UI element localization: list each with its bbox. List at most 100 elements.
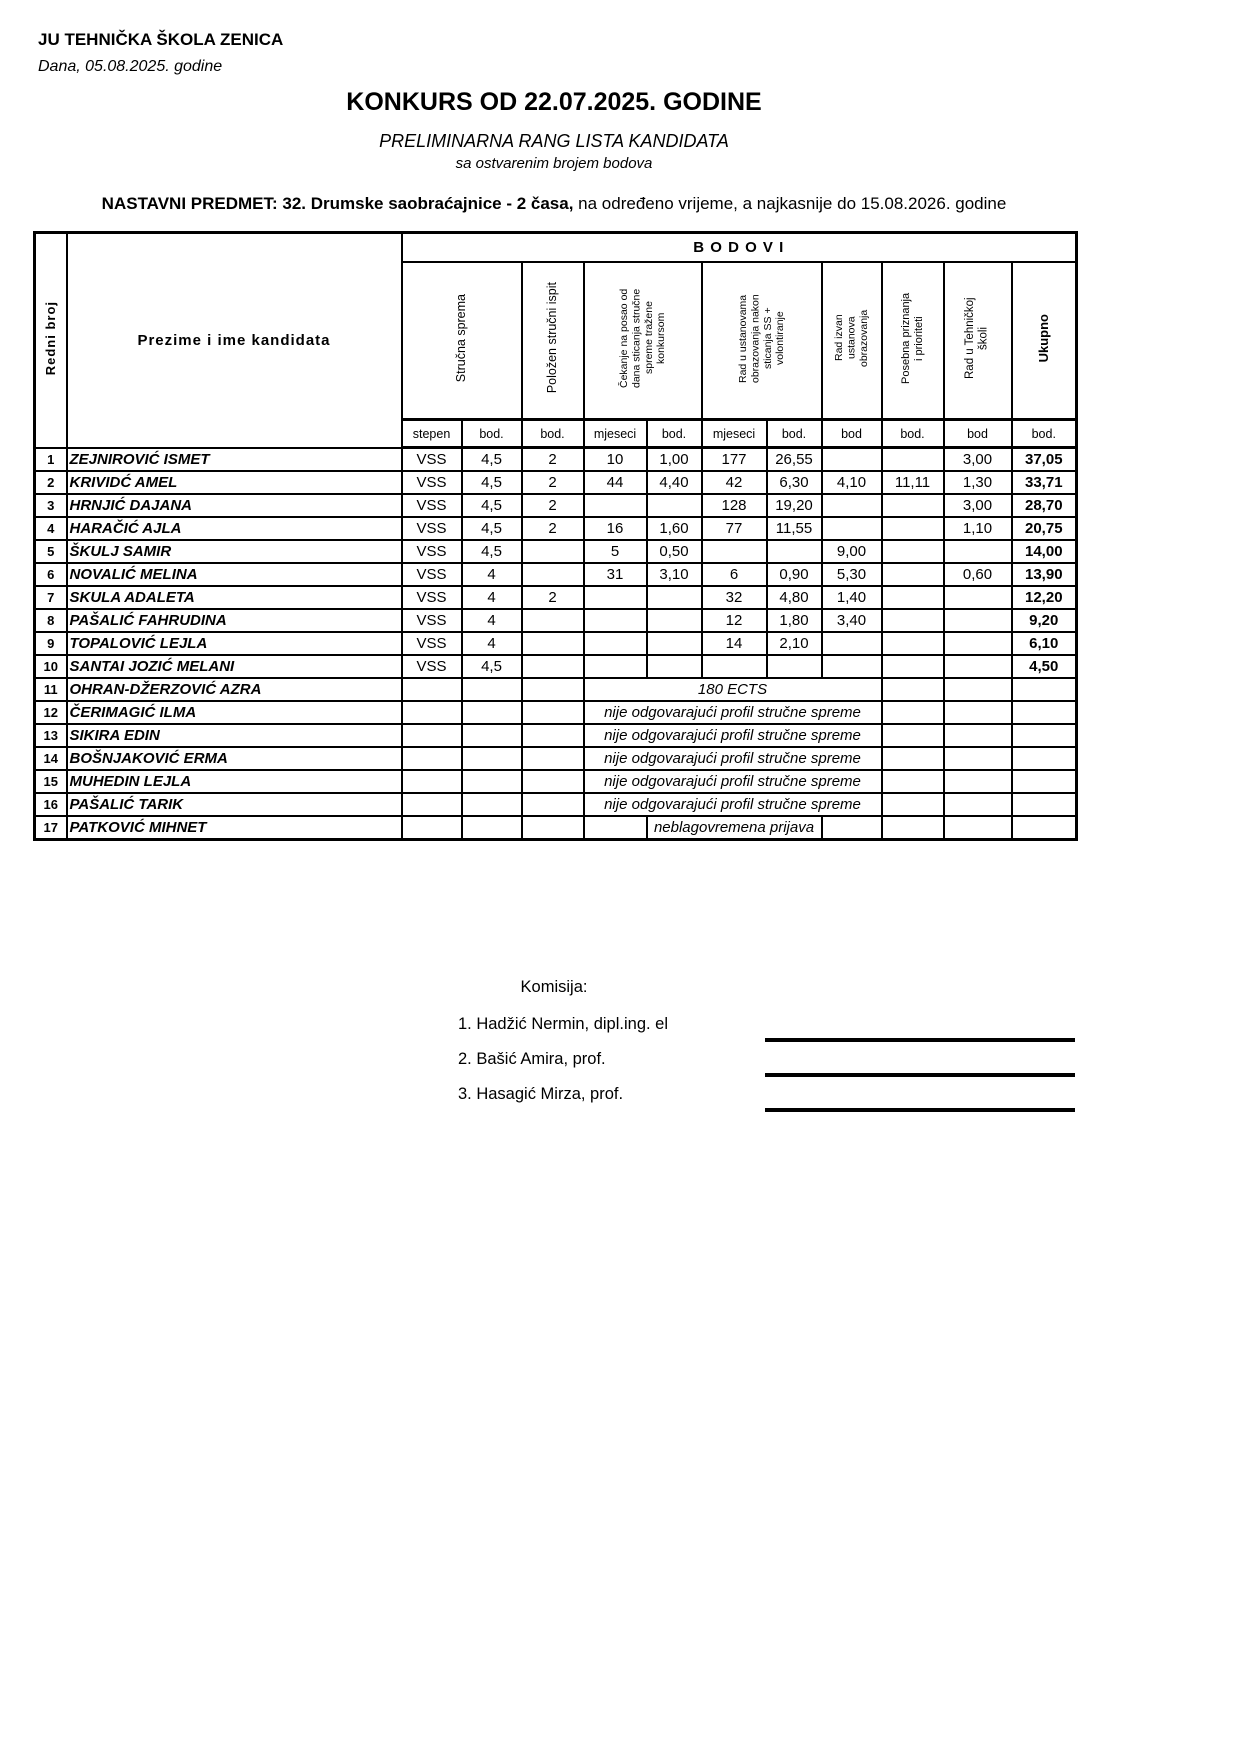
row-number-cell: 16: [33, 791, 68, 817]
score-cell: 19,20: [765, 492, 823, 518]
score-cell: [880, 745, 945, 771]
candidate-name-cell: MUHEDIN LEJLA: [65, 768, 403, 794]
document-content: JU TEHNIČKA ŠKOLA ZENICA Dana, 05.08.202…: [33, 0, 1079, 1112]
group-label: Rad u Tehničkoj školi: [963, 297, 990, 379]
note-cell: 180 ECTS: [582, 676, 883, 702]
score-cell: 1,40: [820, 584, 883, 610]
score-cell: 1,10: [942, 515, 1013, 541]
signature-line-2: [765, 1072, 1075, 1077]
score-cell: 1,30: [942, 469, 1013, 495]
total-cell: 4,50: [1010, 653, 1078, 679]
signature-line-1: [765, 1037, 1075, 1042]
score-cell: [942, 814, 1013, 840]
score-cell: [520, 630, 585, 656]
total-cell: [1010, 722, 1078, 748]
candidate-row: 17 PATKOVIĆ MIHNET neblagovremena prijava: [33, 814, 1078, 840]
score-cell: [520, 653, 585, 679]
score-cell: VSS: [400, 561, 463, 587]
score-cell: 4,5: [460, 469, 523, 495]
candidate-name-cell: SANTAI JOZIĆ MELANI: [65, 653, 403, 679]
score-cell: [880, 791, 945, 817]
unit-cell: bod.: [1010, 418, 1078, 449]
total-cell: 37,05: [1010, 446, 1078, 472]
candidate-name-cell: TOPALOVIĆ LEJLA: [65, 630, 403, 656]
score-cell: [820, 814, 883, 840]
candidate-row: 12 ČERIMAGIĆ ILMA nije odgovarajući profil…: [33, 699, 1078, 725]
score-cell: [942, 653, 1013, 679]
score-cell: [942, 538, 1013, 564]
candidate-name-cell: PAŠALIĆ TARIK: [65, 791, 403, 817]
table-body: 1 ZEJNIROVIĆ ISMET VSS 4,5 2 10 1,00 177 26,55 3,…: [33, 446, 1078, 840]
row-number-cell: 3: [33, 492, 68, 518]
score-cell: VSS: [400, 538, 463, 564]
total-cell: [1010, 791, 1078, 817]
score-cell: [520, 768, 585, 794]
score-cell: [645, 607, 703, 633]
score-cell: [400, 768, 463, 794]
row-number-cell: 12: [33, 699, 68, 725]
col-header-strucna-sprema: Stručna sprema: [400, 261, 523, 421]
score-cell: [880, 630, 945, 656]
col-header-rad-u-tehnickoj: Rad u Tehničkoj školi: [942, 261, 1013, 421]
score-cell: [520, 538, 585, 564]
candidate-name-cell: NOVALIĆ MELINA: [65, 561, 403, 587]
score-cell: [880, 676, 945, 702]
score-cell: 3,00: [942, 492, 1013, 518]
score-cell: [582, 653, 648, 679]
row-number-cell: 9: [33, 630, 68, 656]
score-cell: 4: [460, 561, 523, 587]
score-cell: [942, 791, 1013, 817]
score-cell: [765, 538, 823, 564]
score-cell: [520, 722, 585, 748]
total-cell: 20,75: [1010, 515, 1078, 541]
col-header-polozen-ispit: Položen stručni ispit: [520, 261, 585, 421]
unit-cell: bod: [820, 418, 883, 449]
score-cell: 9,00: [820, 538, 883, 564]
candidate-row: 15 MUHEDIN LEJLA nije odgovarajući profil …: [33, 768, 1078, 794]
score-cell: VSS: [400, 515, 463, 541]
score-cell: [400, 722, 463, 748]
row-number-cell: 8: [33, 607, 68, 633]
unit-cell: mjeseci: [700, 418, 768, 449]
unit-cell: mjeseci: [582, 418, 648, 449]
total-cell: [1010, 768, 1078, 794]
score-cell: [520, 699, 585, 725]
subject-rest: na određeno vrijeme, a najkasnije do 15.…: [573, 194, 1007, 213]
bodovi-group-label: B O D O V I: [400, 231, 1078, 263]
score-cell: [460, 676, 523, 702]
candidate-name-cell: ZEJNIROVIĆ ISMET: [65, 446, 403, 472]
note-cell: nije odgovarajući profil stručne spreme: [582, 791, 883, 817]
score-cell: 3,10: [645, 561, 703, 587]
total-cell: 28,70: [1010, 492, 1078, 518]
unit-cell: bod.: [765, 418, 823, 449]
score-cell: [942, 745, 1013, 771]
total-cell: [1010, 814, 1078, 840]
score-cell: [520, 607, 585, 633]
score-cell: [880, 446, 945, 472]
total-cell: [1010, 676, 1078, 702]
score-cell: 31: [582, 561, 648, 587]
candidate-row: 6 NOVALIĆ MELINA VSS 4 31 3,10 6 0,90 5,30 0,60 13…: [33, 561, 1078, 587]
score-cell: [880, 561, 945, 587]
commission-member-row: 3. Hasagić Mirza, prof.: [33, 1085, 1075, 1120]
score-cell: [400, 676, 463, 702]
candidate-row: 2 KRIVIDĆ AMEL VSS 4,5 2 44 4,40 42 6,30 4,10 11,1…: [33, 469, 1078, 495]
row-number-cell: 6: [33, 561, 68, 587]
score-cell: 10: [582, 446, 648, 472]
col-header-prezime-ime: Prezime i ime kandidata: [65, 231, 403, 449]
score-cell: [400, 699, 463, 725]
header-row-bodovi: Redni broj Prezime i ime kandidata B O D…: [33, 231, 1078, 449]
row-number-cell: 10: [33, 653, 68, 679]
score-cell: 12: [700, 607, 768, 633]
candidate-name-cell: HARAČIĆ AJLA: [65, 515, 403, 541]
group-label: Ukupno: [1036, 313, 1052, 363]
score-cell: 1,60: [645, 515, 703, 541]
commission-member-row: 2. Bašić Amira, prof.: [33, 1050, 1075, 1085]
score-cell: [880, 607, 945, 633]
total-cell: 12,20: [1010, 584, 1078, 610]
score-cell: [880, 699, 945, 725]
candidate-name-cell: PATKOVIĆ MIHNET: [65, 814, 403, 840]
score-cell: 16: [582, 515, 648, 541]
total-cell: [1010, 745, 1078, 771]
score-cell: [400, 791, 463, 817]
